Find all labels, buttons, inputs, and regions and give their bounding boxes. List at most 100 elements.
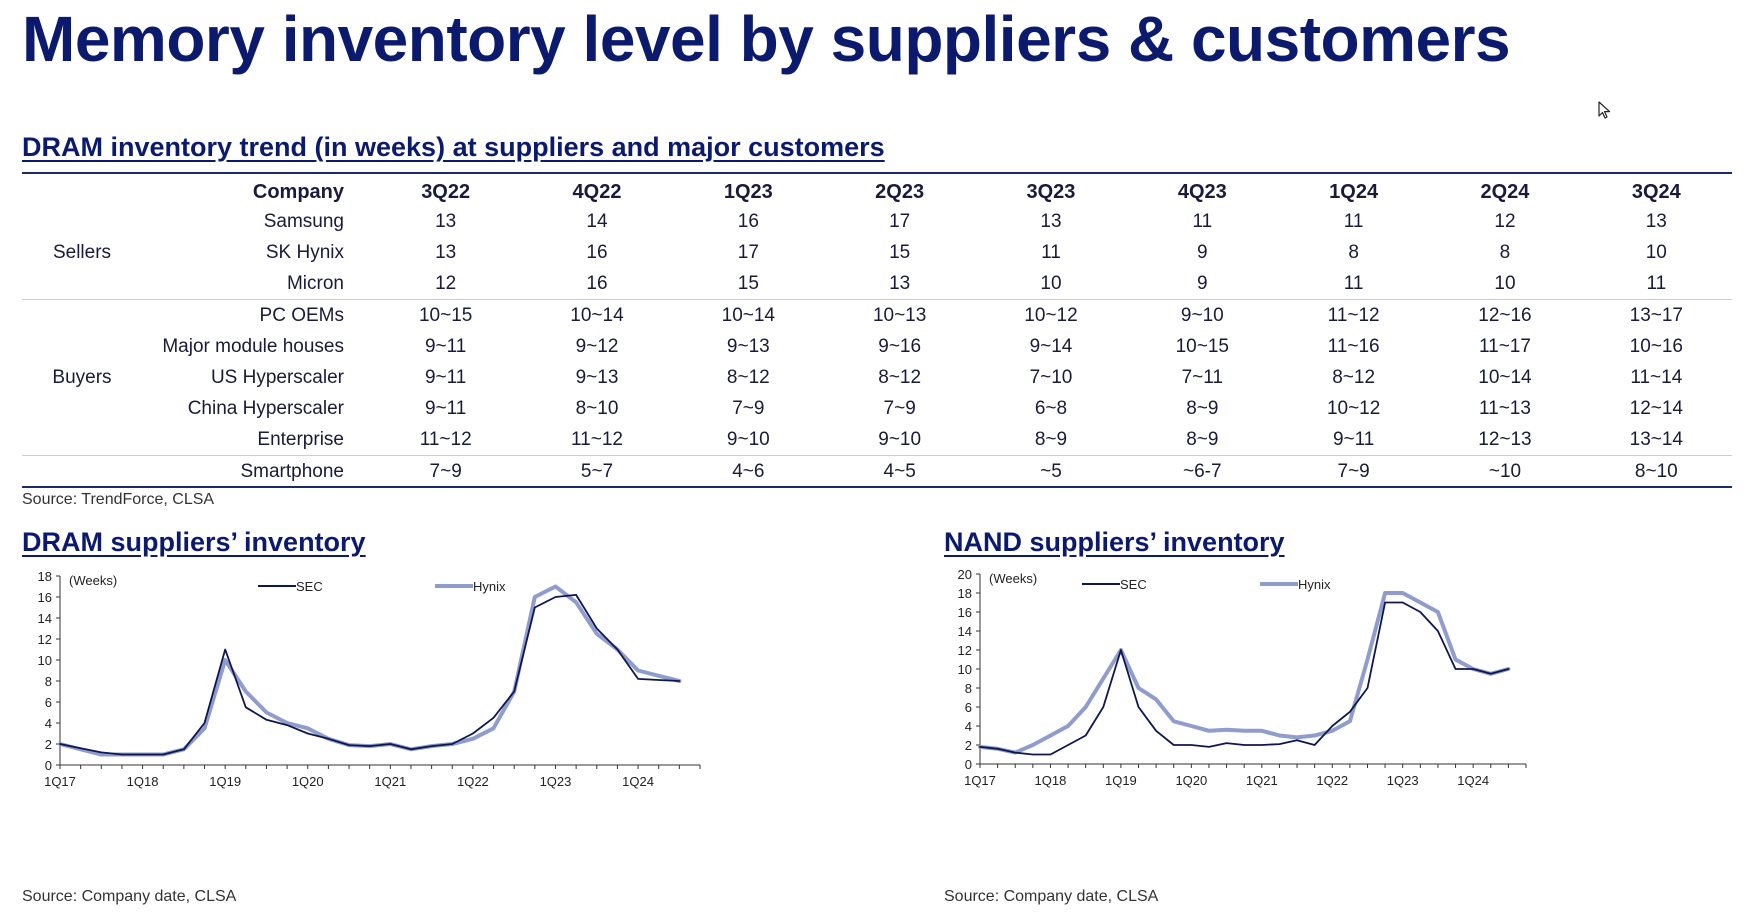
x-tick-label: 1Q23 bbox=[540, 774, 572, 789]
table-cell: 17 bbox=[889, 210, 911, 232]
x-tick-label: 1Q20 bbox=[292, 774, 324, 789]
header-cell: 1Q24 bbox=[1329, 180, 1379, 203]
table-cell: 11 bbox=[1646, 272, 1667, 294]
table-cell: 7~9 bbox=[1277, 455, 1430, 487]
table-cell: 13 bbox=[435, 210, 457, 232]
table-header-row: Company 3Q22 4Q22 1Q23 2Q23 3Q23 4Q23 1Q… bbox=[22, 178, 1732, 206]
series-line-sec bbox=[979, 601, 1510, 756]
legend-label-sec: SEC bbox=[296, 579, 323, 594]
group-label: Buyers bbox=[22, 299, 142, 456]
table-title: DRAM inventory trend (in weeks) at suppl… bbox=[22, 132, 885, 162]
x-tick-label: 1Q24 bbox=[1457, 773, 1489, 788]
table-row: China Hyperscaler 9~11 8~10 7~9 7~9 6~8 8~9 10~… bbox=[22, 393, 1732, 424]
header-cell: 1Q23 bbox=[723, 180, 773, 203]
series-line-hynix bbox=[978, 591, 1511, 755]
mouse-cursor-icon bbox=[1598, 101, 1611, 119]
y-tick-label: 18 bbox=[958, 586, 972, 601]
table-cell: 10~14 bbox=[672, 299, 824, 331]
table-cell: 4~5 bbox=[823, 455, 976, 487]
unit-label: (Weeks) bbox=[69, 573, 117, 588]
x-tick-label: 1Q18 bbox=[127, 774, 159, 789]
table-cell: 11 bbox=[1041, 241, 1061, 263]
x-tick-label: 1Q23 bbox=[1387, 773, 1419, 788]
table-cell: 16 bbox=[586, 241, 608, 263]
nand-chart-title: NAND suppliers’ inventory bbox=[944, 527, 1285, 557]
header-cell: 4Q23 bbox=[1177, 180, 1227, 203]
header-cell: 3Q24 bbox=[1631, 180, 1681, 203]
table-row: Sellers Samsung 13 14 16 17 13 11 11 12 13 bbox=[22, 206, 1732, 263]
table-cell: 9~10 bbox=[1126, 299, 1278, 331]
table-cell: 9~13 bbox=[575, 366, 619, 388]
y-tick-label: 0 bbox=[965, 757, 972, 772]
y-tick-label: 6 bbox=[965, 700, 972, 715]
dram-chart-source: Source: Company date, CLSA bbox=[22, 888, 237, 905]
group-label bbox=[22, 455, 142, 487]
table-cell: 10~13 bbox=[823, 299, 976, 331]
x-tick-label: 1Q22 bbox=[1316, 773, 1348, 788]
table-cell: 10~12 bbox=[975, 299, 1127, 331]
table-cell: 10~15 bbox=[1175, 335, 1229, 357]
table-cell: 7~9 bbox=[883, 397, 916, 419]
y-tick-label: 14 bbox=[38, 611, 52, 626]
table-cell: ~5 bbox=[975, 455, 1127, 487]
table-cell: 11~14 bbox=[1630, 366, 1683, 388]
table-cell: 10~15 bbox=[370, 299, 522, 331]
table-row: Micron 12 16 15 13 10 9 11 10 11 bbox=[22, 268, 1732, 300]
company-name: Smartphone bbox=[142, 455, 370, 487]
table-cell: 9~12 bbox=[575, 335, 619, 357]
table-cell: 7~10 bbox=[1029, 366, 1073, 388]
table-cell: 14 bbox=[586, 210, 608, 232]
table-cell: 11 bbox=[1192, 210, 1213, 232]
table-cell: 8 bbox=[1499, 241, 1511, 263]
table-cell: ~10 bbox=[1429, 455, 1581, 487]
y-tick-label: 4 bbox=[965, 719, 972, 734]
table-cell: 11~12 bbox=[571, 428, 623, 450]
series-line-sec bbox=[59, 594, 681, 756]
table-cell: 13 bbox=[1645, 210, 1667, 232]
x-tick-label: 1Q21 bbox=[1246, 773, 1278, 788]
table-cell: 9~11 bbox=[424, 397, 467, 419]
table-cell: 9~11 bbox=[424, 366, 467, 388]
header-cell: 4Q22 bbox=[572, 180, 622, 203]
x-tick-label: 1Q24 bbox=[622, 774, 654, 789]
x-tick-label: 1Q17 bbox=[964, 773, 996, 788]
table-cell: 4~6 bbox=[672, 455, 824, 487]
header-cell: 3Q23 bbox=[1026, 180, 1076, 203]
y-tick-label: 10 bbox=[38, 653, 52, 668]
table-cell: 17 bbox=[737, 241, 759, 263]
table-cell: 15 bbox=[889, 241, 911, 263]
table-cell: 9 bbox=[1197, 241, 1208, 263]
table-cell: 13 bbox=[435, 241, 457, 263]
table-row: Enterprise 11~12 11~12 9~10 9~10 8~9 8~9 9~11 12… bbox=[22, 424, 1732, 456]
table-cell: 13~14 bbox=[1629, 428, 1683, 450]
table-cell: 12~14 bbox=[1629, 397, 1683, 419]
y-tick-label: 16 bbox=[958, 605, 972, 620]
company-name: PC OEMs bbox=[142, 299, 370, 331]
table-cell: 9~11 bbox=[424, 335, 467, 357]
table-cell: 8 bbox=[1348, 241, 1359, 263]
dram-inventory-chart: 0 2 4 6 8 10 12 14 16 18 1Q17 1Q18 1Q19 1Q20 1Q21 1Q22 1… bbox=[38, 569, 701, 789]
header-cell: 2Q24 bbox=[1480, 180, 1530, 203]
table-cell: 8~12 bbox=[726, 366, 770, 388]
x-tick-label: 1Q21 bbox=[374, 774, 406, 789]
table-cell: 7~11 bbox=[1181, 366, 1223, 388]
table-cell: 10~12 bbox=[1326, 397, 1381, 419]
table-row: Major module houses 9~11 9~12 9~13 9~16 9~14 1… bbox=[22, 331, 1732, 362]
y-tick-label: 10 bbox=[958, 662, 972, 677]
table-cell: 11 bbox=[1343, 272, 1364, 294]
header-cell: 2Q23 bbox=[875, 180, 925, 203]
y-tick-label: 20 bbox=[958, 567, 972, 582]
company-name: Micron bbox=[286, 272, 344, 294]
nand-inventory-chart: 0 2 4 6 8 10 12 14 16 18 20 1Q17 1Q18 1Q19 1Q20 1Q21 1Q2… bbox=[958, 567, 1527, 788]
table-cell: 9~16 bbox=[878, 335, 922, 357]
table-cell: 9~10 bbox=[878, 428, 922, 450]
table-cell: 10 bbox=[1040, 272, 1062, 294]
company-name: Major module houses bbox=[162, 335, 344, 357]
table-top-rule bbox=[22, 172, 1732, 174]
table-cell: 7~9 bbox=[370, 455, 522, 487]
table-source: Source: TrendForce, CLSA bbox=[22, 491, 215, 508]
table-cell: 8~9 bbox=[1186, 397, 1219, 419]
table-row: US Hyperscaler 9~11 9~13 8~12 8~12 7~10 7~11 8~… bbox=[22, 362, 1732, 393]
group-header-cell bbox=[22, 178, 142, 206]
y-tick-label: 0 bbox=[45, 758, 52, 773]
